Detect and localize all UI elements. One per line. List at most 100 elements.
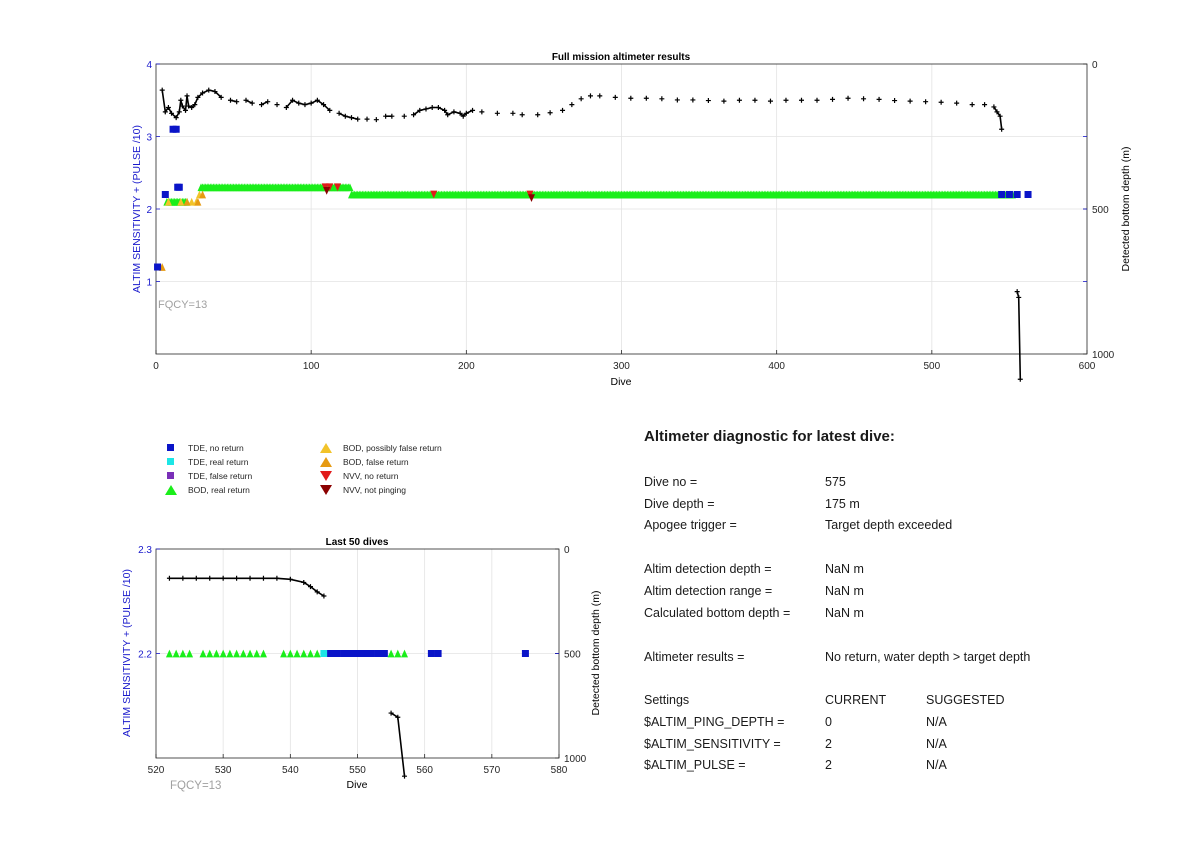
marker-bod-false-return xyxy=(194,197,202,206)
marker-bod-real-return xyxy=(219,649,227,658)
depth-point xyxy=(876,96,882,102)
diag-row-dive-depth: Dive depth = 175 m xyxy=(644,497,1164,513)
depth-point xyxy=(892,98,898,104)
x-tick-label: 560 xyxy=(416,765,433,776)
depth-point xyxy=(451,109,457,115)
marker-tde-no-return xyxy=(333,650,341,657)
y-left-tick-label: 3 xyxy=(146,133,152,144)
marker-bod-real-return xyxy=(346,183,354,192)
y-left-tick-label: 4 xyxy=(146,60,152,71)
marker-bod-real-return xyxy=(313,649,321,658)
depth-point xyxy=(411,112,417,118)
depth-point xyxy=(494,110,500,116)
diag-value: No return, water depth > target depth xyxy=(825,650,1031,664)
depth-point xyxy=(200,90,206,96)
main-fqcy-label: FQCY=13 xyxy=(158,299,207,311)
green-triangle-icon xyxy=(165,485,177,495)
last-fqcy-label: FQCY=13 xyxy=(170,780,221,792)
depth-point xyxy=(783,97,789,103)
main-series xyxy=(154,87,1032,382)
depth-point xyxy=(265,99,271,105)
depth-point xyxy=(612,94,618,100)
depth-point xyxy=(830,96,836,102)
marker-tde-no-return xyxy=(1005,191,1013,198)
purple-square-icon xyxy=(167,472,174,479)
legend-item-tde-false-return: TDE, false return xyxy=(160,470,252,482)
x-tick-label: 500 xyxy=(923,361,940,372)
diag-label: Calculated bottom depth = xyxy=(644,606,791,620)
diag-suggested: N/A xyxy=(926,715,947,729)
diag-row-settings-header: Settings CURRENT SUGGESTED xyxy=(644,693,1164,709)
diag-label: Altim detection depth = xyxy=(644,562,772,576)
depth-point xyxy=(982,102,988,108)
main-grid xyxy=(156,64,1087,354)
y-left-tick-label: 2.3 xyxy=(138,545,152,556)
depth-point xyxy=(220,575,226,581)
marker-bod-false-return xyxy=(199,190,207,199)
diag-row-apogee: Apogee trigger = Target depth exceeded xyxy=(644,518,1164,534)
marker-tde-no-return xyxy=(380,650,388,657)
depth-point xyxy=(659,96,665,102)
current-header: CURRENT xyxy=(825,693,887,707)
depth-point xyxy=(336,110,342,116)
marker-bod-real-return xyxy=(280,649,288,658)
marker-bod-real-return xyxy=(199,649,207,658)
depth-point xyxy=(176,109,182,115)
y-right-tick-label: 500 xyxy=(564,650,581,661)
diag-row-sensitivity: $ALTIM_SENSITIVITY = 2 N/A xyxy=(644,737,1164,753)
depth-point xyxy=(690,97,696,103)
depth-line xyxy=(338,112,358,120)
depth-point xyxy=(845,95,851,101)
depth-point xyxy=(186,103,192,109)
depth-point xyxy=(195,94,201,100)
depth-point xyxy=(401,113,407,119)
depth-line xyxy=(390,712,406,777)
diag-label: Dive depth = xyxy=(644,497,715,511)
marker-tde-real-return xyxy=(320,650,328,657)
x-tick-label: 600 xyxy=(1079,361,1096,372)
diag-value: 175 m xyxy=(825,497,860,511)
depth-point xyxy=(560,107,566,113)
legend-label: TDE, no return xyxy=(188,443,244,453)
legend-label: TDE, real return xyxy=(188,457,249,467)
depth-point xyxy=(510,110,516,116)
y-right-tick-label: 0 xyxy=(1092,60,1098,71)
depth-point xyxy=(307,584,313,590)
depth-line xyxy=(993,106,1003,130)
depth-point xyxy=(207,575,213,581)
legend-item-bod-possibly-false: BOD, possibly false return xyxy=(315,442,442,454)
depth-point xyxy=(178,97,184,103)
diag-value: NaN m xyxy=(825,606,864,620)
diag-current: 2 xyxy=(825,737,832,751)
marker-bod-possibly-false-return xyxy=(164,197,172,206)
main-x-axis-label: Dive xyxy=(610,376,631,388)
depth-point xyxy=(165,105,171,110)
diag-current: 2 xyxy=(825,758,832,772)
marker-bod-real-return xyxy=(286,649,294,658)
marker-tde-no-return xyxy=(354,650,361,657)
marker-bod-real-return xyxy=(246,649,254,658)
depth-point xyxy=(417,107,423,113)
marker-tde-no-return xyxy=(374,650,382,657)
diag-suggested: N/A xyxy=(926,737,947,751)
depth-point xyxy=(274,102,280,108)
diag-suggested: N/A xyxy=(926,758,947,772)
depth-point xyxy=(290,97,296,103)
depth-point xyxy=(463,110,469,116)
depth-point xyxy=(954,100,960,106)
y-right-tick-label: 1000 xyxy=(1092,350,1115,361)
marker-nvv-no-return xyxy=(334,183,342,192)
yellow-triangle-icon xyxy=(320,443,332,453)
depth-point xyxy=(249,100,255,106)
diag-row-detection-range: Altim detection range = NaN m xyxy=(644,584,1164,600)
depth-point xyxy=(429,105,435,110)
marker-tde-no-return xyxy=(161,191,169,198)
depth-point xyxy=(991,104,997,110)
depth-point xyxy=(274,575,280,581)
depth-point xyxy=(519,112,525,118)
depth-point xyxy=(752,97,758,103)
depth-point xyxy=(314,589,320,595)
diag-row-calculated-depth: Calculated bottom depth = NaN m xyxy=(644,606,1164,622)
marker-bod-real-return xyxy=(300,649,308,658)
